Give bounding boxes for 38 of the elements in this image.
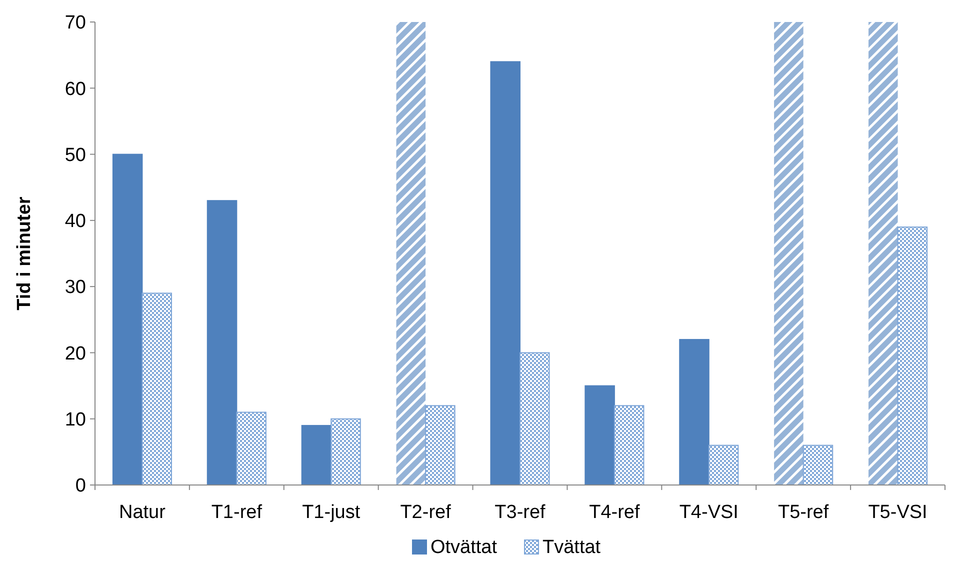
x-tick-label: T5-ref [778,502,830,523]
bar [330,418,361,486]
x-tick-label: T1-just [302,502,361,523]
y-tick-label: 40 [64,211,86,232]
bar [614,405,644,486]
bar [206,200,238,486]
bar [679,338,710,486]
x-tick-label: T4-VSI [679,502,738,523]
bar [396,22,426,485]
y-tick-label: 30 [64,277,86,298]
y-tick-label: 50 [64,144,86,166]
bar [301,424,332,486]
bar [112,154,143,486]
bar [236,412,266,486]
x-tick-label: T4-ref [589,502,640,523]
y-tick-label: 60 [64,78,86,100]
x-tick-label: T2-ref [400,502,452,523]
bar [774,22,804,485]
x-tick-label: Natur [118,502,166,523]
x-tick-label: T5-VSI [868,502,928,523]
bar [868,22,898,485]
legend-label: Otvättat [430,537,498,558]
bar [708,444,739,486]
y-tick-label: 0 [75,476,86,497]
bar [584,385,615,486]
y-tick-label: 70 [64,12,86,34]
x-tick-label: T1-ref [211,502,263,523]
bar [142,292,172,486]
x-tick-label: T3-ref [494,502,546,523]
bar [897,226,928,486]
y-tick-label: 20 [64,343,86,364]
y-axis-title: Tid i minuter [14,196,35,310]
bar [520,352,550,486]
bar [490,61,520,486]
bar [425,405,456,486]
legend-label: Tvättat [542,537,602,558]
y-tick-label: 10 [64,410,86,431]
bar [802,444,834,486]
